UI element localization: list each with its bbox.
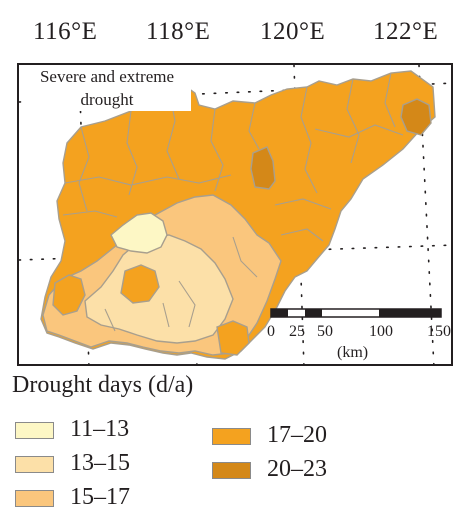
legend-swatch-17-20 xyxy=(212,428,251,445)
legend-label-13-15: 13–15 xyxy=(70,450,130,476)
scale-tick-25: 25 xyxy=(289,323,305,340)
scale-tick-50: 50 xyxy=(317,323,333,340)
map-canvas xyxy=(19,65,451,364)
legend-swatch-15-17 xyxy=(15,490,54,507)
legend-label-20-23: 20–23 xyxy=(267,456,327,482)
scale-bar-segment-3 xyxy=(305,309,322,317)
longitude-label-116: 116°E xyxy=(33,18,98,45)
zone-17-20-pocket-west xyxy=(52,274,86,316)
scale-tick-150: 150 xyxy=(427,323,451,340)
map-panel: Severe and extreme drought 0 25 50 100 1… xyxy=(17,63,453,366)
scale-tick-0: 0 xyxy=(267,323,275,340)
legend-swatch-20-23 xyxy=(212,462,251,479)
legend-swatch-13-15 xyxy=(15,456,54,473)
zone-20-23-east xyxy=(400,98,432,136)
zone-11-13 xyxy=(110,212,168,254)
scale-bar xyxy=(270,308,442,318)
map-title: Severe and extreme drought xyxy=(23,65,191,111)
parallel-north xyxy=(19,82,451,103)
longitude-label-118: 118°E xyxy=(146,18,211,45)
legend-label-15-17: 15–17 xyxy=(70,484,130,510)
legend-label-11-13: 11–13 xyxy=(70,416,130,442)
scale-bar-segment-5 xyxy=(379,309,441,317)
scale-tick-100: 100 xyxy=(369,323,393,340)
longitude-label-122: 122°E xyxy=(373,18,439,45)
map-title-line2: drought xyxy=(80,90,134,109)
zone-17-20-pocket-center xyxy=(120,264,160,304)
legend-label-17-20: 17–20 xyxy=(267,422,327,448)
zone-17-20-pocket-south xyxy=(216,320,250,356)
county-boundaries xyxy=(62,72,404,332)
legend-swatch-11-13 xyxy=(15,422,54,439)
map-title-line1: Severe and extreme xyxy=(39,67,175,86)
scale-unit: (km) xyxy=(337,344,369,361)
zone-20-23-central xyxy=(250,146,276,190)
legend-title: Drought days (d/a) xyxy=(12,372,194,398)
scale-bar-segment-1 xyxy=(271,309,288,317)
longitude-label-120: 120°E xyxy=(260,18,326,45)
